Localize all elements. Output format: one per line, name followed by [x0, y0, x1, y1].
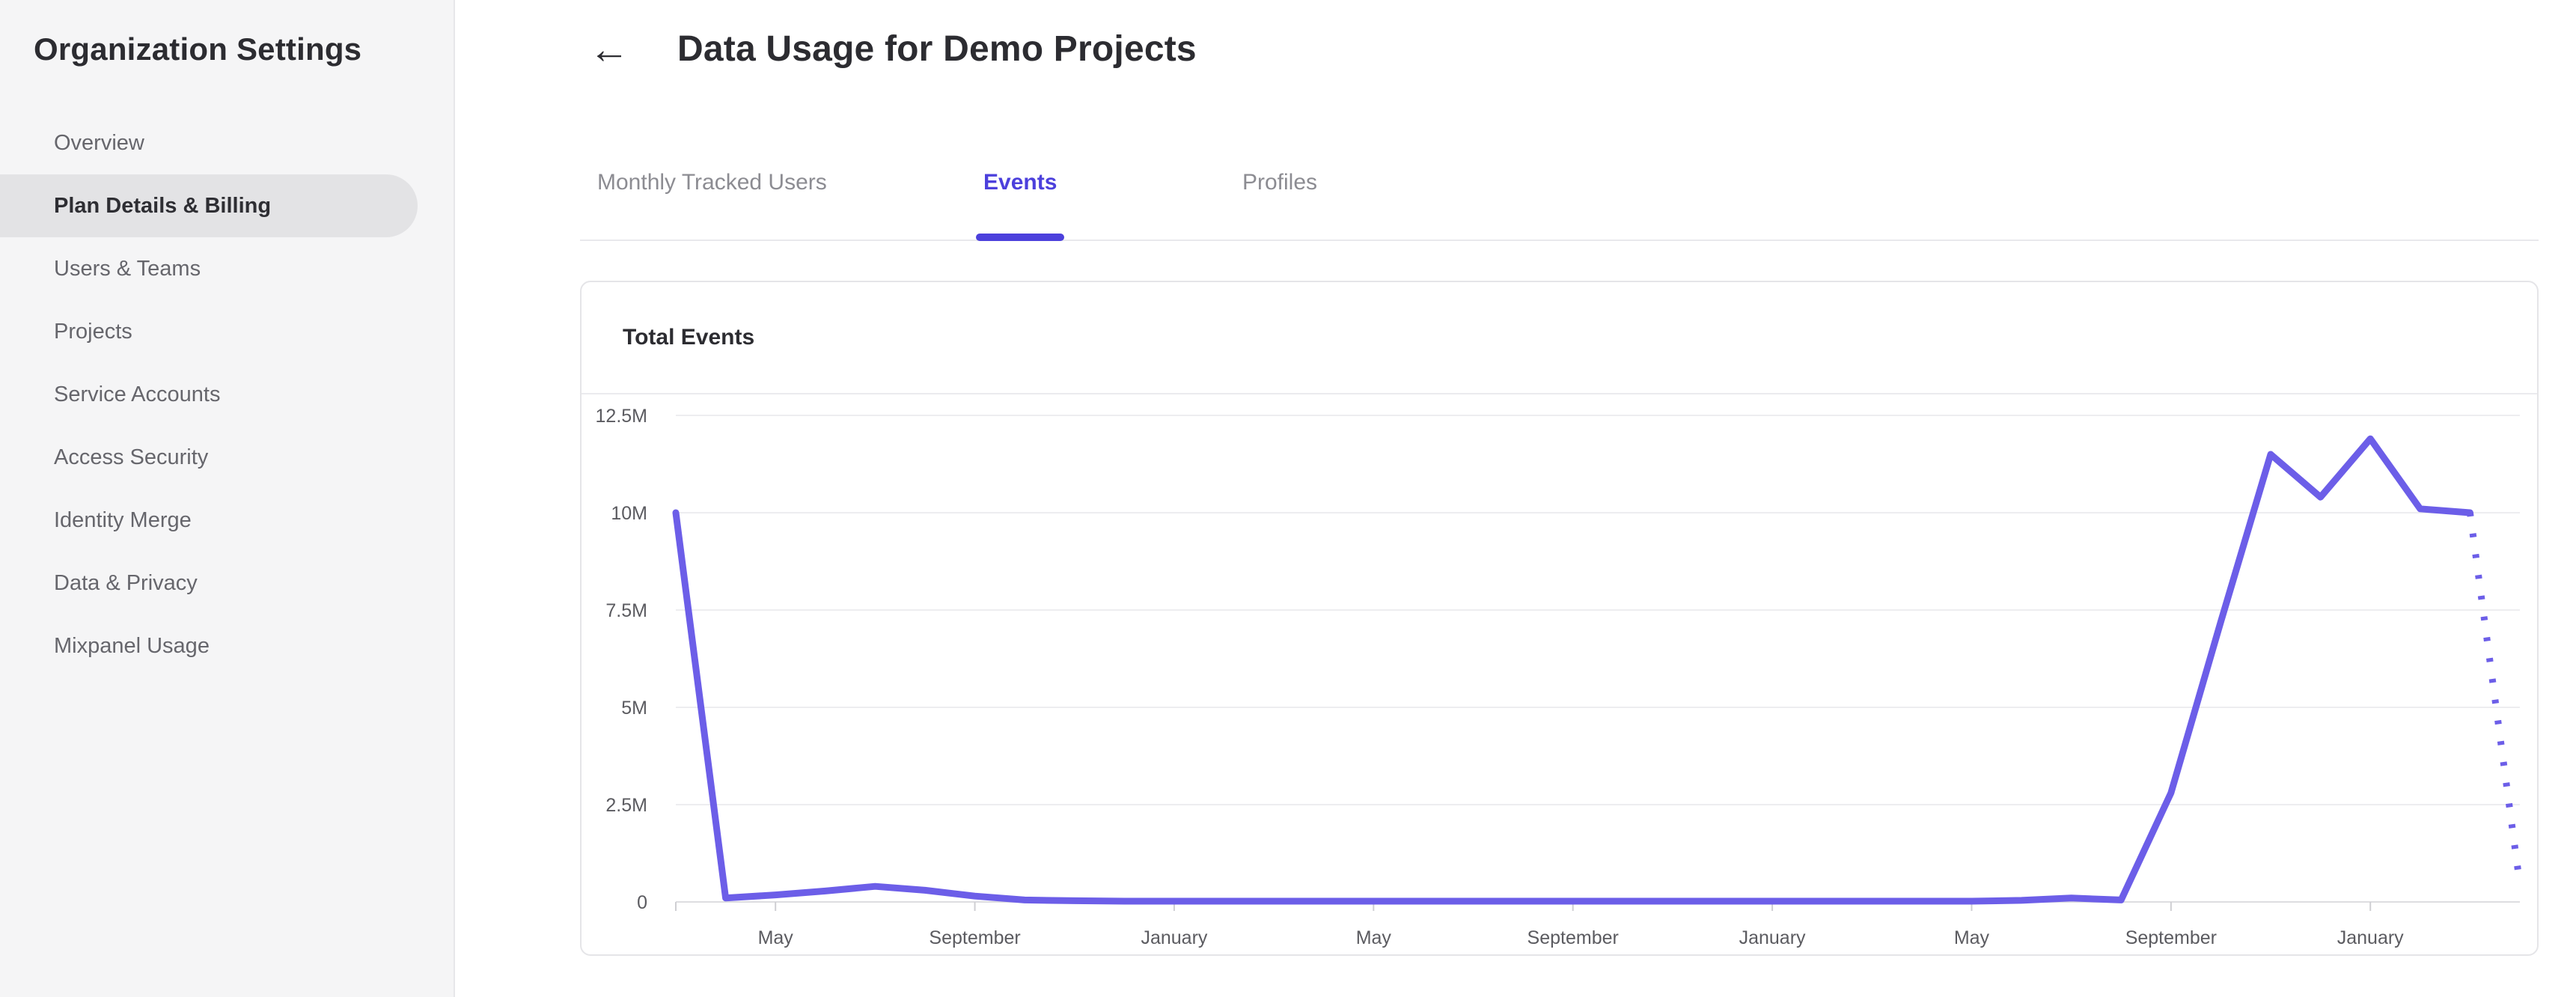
tab-events[interactable]: Events — [975, 168, 1065, 241]
sidebar-item-data-and-privacy[interactable]: Data & Privacy — [54, 571, 198, 595]
y-axis-label-0: 0 — [637, 892, 647, 913]
x-axis-label-0: May — [758, 927, 794, 948]
x-axis-label-8: January — [2337, 927, 2404, 948]
total-events-card: Total Events 0 2.5M 5M 7.5M 10M 12.5M May Septe… — [580, 281, 2539, 956]
x-axis-label-4: September — [1527, 927, 1619, 948]
events-series-projected-segment — [2466, 512, 2524, 885]
events-series-line — [672, 435, 2473, 905]
page-title: Data Usage for Demo Projects — [677, 29, 1197, 69]
sidebar-item-overview[interactable]: Overview — [54, 131, 144, 155]
sidebar-item-projects[interactable]: Projects — [54, 320, 132, 344]
sidebar-item-access-security[interactable]: Access Security — [54, 445, 209, 469]
organization-settings-sidebar: Organization Settings Overview Plan Detai… — [0, 0, 455, 997]
sidebar-nav: Overview Plan Details & Billing Users & Te… — [0, 112, 454, 677]
back-button[interactable]: ← — [585, 25, 633, 73]
x-axis-label-5: January — [1739, 927, 1806, 948]
back-arrow-icon: ← — [589, 27, 629, 72]
sidebar-item-identity-merge[interactable]: Identity Merge — [54, 508, 192, 532]
tab-monthly-tracked-users[interactable]: Monthly Tracked Users — [597, 170, 827, 195]
sidebar-item-mixpanel-usage[interactable]: Mixpanel Usage — [54, 634, 210, 658]
x-axis-label-7: September — [2125, 927, 2217, 948]
sidebar-item-service-accounts[interactable]: Service Accounts — [54, 382, 221, 406]
total-events-line-chart: 0 2.5M 5M 7.5M 10M 12.5M May September January Ma… — [596, 406, 2524, 948]
x-axis-label-1: September — [929, 927, 1020, 948]
y-axis-label-7.5M: 7.5M — [605, 600, 647, 621]
usage-tabs: Monthly Tracked Users Events Profiles — [580, 135, 2539, 241]
chart-title: Total Events — [623, 325, 755, 350]
card-divider — [582, 393, 2537, 394]
x-axis-label-3: May — [1356, 927, 1392, 948]
y-axis-label-2.5M: 2.5M — [605, 795, 647, 816]
sidebar-item-users-and-teams[interactable]: Users & Teams — [54, 257, 201, 281]
y-axis-label-5M: 5M — [621, 698, 647, 719]
y-axis-label-10M: 10M — [611, 503, 647, 524]
tab-profiles[interactable]: Profiles — [1242, 170, 1318, 195]
y-axis-label-12.5M: 12.5M — [596, 406, 647, 427]
sidebar-item-plan-details-and-billing[interactable]: Plan Details & Billing — [0, 174, 418, 237]
x-axis-label-6: May — [1954, 927, 1990, 948]
x-axis-label-2: January — [1141, 927, 1207, 948]
sidebar-title: Organization Settings — [34, 31, 362, 67]
